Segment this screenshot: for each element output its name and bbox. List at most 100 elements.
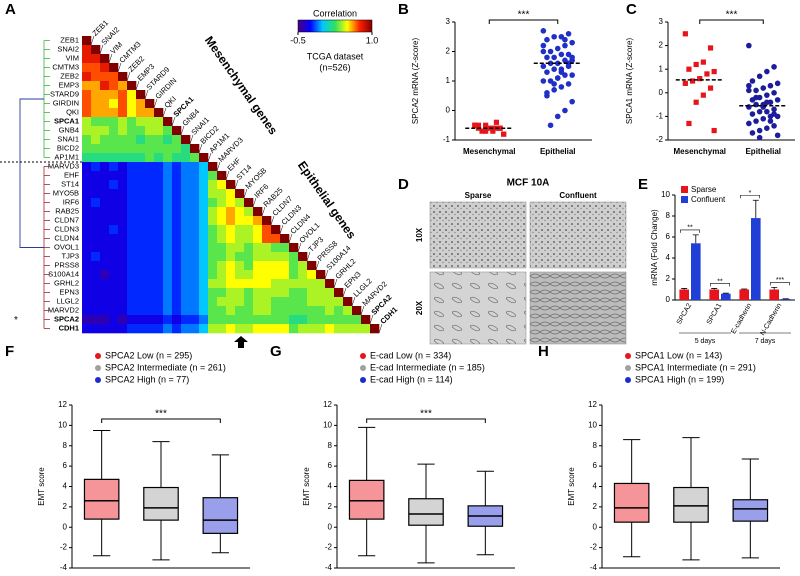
heatmap-cell (127, 324, 137, 334)
point (771, 106, 777, 113)
heatmap-cell (109, 315, 119, 325)
heatmap-cell (244, 216, 254, 226)
significance: ** (687, 225, 693, 232)
heatmap-cell (181, 198, 191, 208)
y-tick-label: -2 (60, 543, 68, 552)
heatmap-cell (172, 261, 182, 271)
heatmap-cell (235, 297, 245, 307)
legend-label: SPCA1 High (n = 199) (635, 374, 724, 384)
legend-label: SPCA2 Low (n = 295) (105, 350, 192, 360)
heatmap-cell (127, 81, 137, 91)
heatmap-cell (154, 288, 164, 298)
heatmap-cell (307, 297, 317, 307)
heatmap-cell (136, 144, 146, 154)
x-tick-label: E-cadherin (730, 302, 753, 335)
point (756, 127, 763, 134)
row-label: 10X (415, 227, 424, 242)
row-label: QKI (66, 107, 79, 116)
heatmap-cell (172, 315, 182, 325)
heatmap-cell (82, 261, 92, 271)
row-label: IRF6 (63, 197, 79, 206)
heatmap-cell (172, 324, 182, 334)
heatmap-cell (145, 288, 155, 298)
heatmap-cell (118, 171, 128, 181)
x-tick-label: Epithelial (745, 147, 781, 156)
legend-dot (625, 353, 631, 359)
heatmap-cell (208, 261, 218, 271)
label-leader (279, 224, 284, 235)
heatmap-cell (217, 306, 227, 316)
heatmap-cell (208, 216, 218, 226)
heatmap-cell (136, 225, 146, 235)
heatmap-cell (208, 243, 218, 253)
heatmap-cell (307, 324, 317, 334)
heatmap-cell (100, 171, 110, 181)
heatmap-cell (127, 135, 137, 145)
heatmap-cell (82, 279, 92, 289)
heatmap-cell (226, 270, 236, 280)
heatmap-cell (217, 252, 227, 262)
point (704, 71, 710, 77)
panel-label: A (5, 1, 16, 18)
row-label: SNAI2 (57, 44, 79, 53)
heatmap-cell (145, 279, 155, 289)
heatmap-cell (325, 297, 335, 307)
heatmap-cell (91, 288, 101, 298)
y-tick-label: 2 (446, 47, 451, 56)
heatmap-cell (163, 189, 173, 199)
y-tick-label: 6 (666, 232, 671, 241)
heatmap-cell (262, 270, 272, 280)
heatmap-cell (199, 288, 209, 298)
row-label: MARVD3 (48, 161, 79, 170)
heatmap-cell (190, 198, 200, 208)
heatmap-cell (82, 63, 92, 73)
heatmap-cell (172, 288, 182, 298)
heatmap-cell (91, 306, 101, 316)
heatmap-cell (271, 315, 281, 325)
heatmap-cell (298, 279, 308, 289)
heatmap-cell (109, 99, 119, 109)
heatmap-cell (298, 252, 308, 262)
heatmap-cell (100, 225, 110, 235)
label-leader (153, 98, 158, 109)
point (565, 31, 572, 37)
heatmap-cell (127, 207, 137, 217)
point (540, 63, 547, 70)
heatmap-cell (181, 225, 191, 235)
heatmap-cell (217, 207, 227, 217)
legend-dot (95, 377, 101, 383)
heatmap-cell (343, 324, 353, 334)
point (544, 90, 550, 96)
heatmap-cell (172, 306, 182, 316)
heatmap-cell (100, 216, 110, 226)
heatmap-cell (145, 153, 155, 163)
point (746, 104, 752, 110)
heatmap-cell (154, 126, 164, 136)
heatmap-cell (262, 297, 272, 307)
heatmap-cell (118, 90, 128, 100)
heatmap-cell (127, 198, 137, 208)
y-tick-label: -2 (590, 543, 598, 552)
panel-label: B (398, 1, 409, 18)
row-label: AP1M1 (54, 152, 79, 161)
heatmap-cell (91, 108, 101, 118)
heatmap-cell (199, 234, 209, 244)
legend-label: E-cad Low (n = 334) (370, 350, 451, 360)
row-label: S100A14 (48, 269, 79, 278)
heatmap-cell (172, 198, 182, 208)
heatmap-cell (208, 315, 218, 325)
row-label: BICD2 (57, 143, 79, 152)
heatmap-cell (271, 279, 281, 289)
heatmap-cell (82, 297, 92, 307)
point (693, 61, 699, 68)
heatmap-cell (154, 306, 164, 316)
heatmap-cell (154, 225, 164, 235)
label-leader (225, 170, 230, 181)
heatmap-cell (190, 162, 200, 172)
heatmap-cell (127, 243, 137, 253)
point (472, 122, 478, 128)
heatmap-cell (163, 180, 173, 190)
row-label: SPCA1 (54, 116, 79, 125)
heatmap-cell (190, 261, 200, 271)
heatmap-cell (289, 288, 299, 298)
